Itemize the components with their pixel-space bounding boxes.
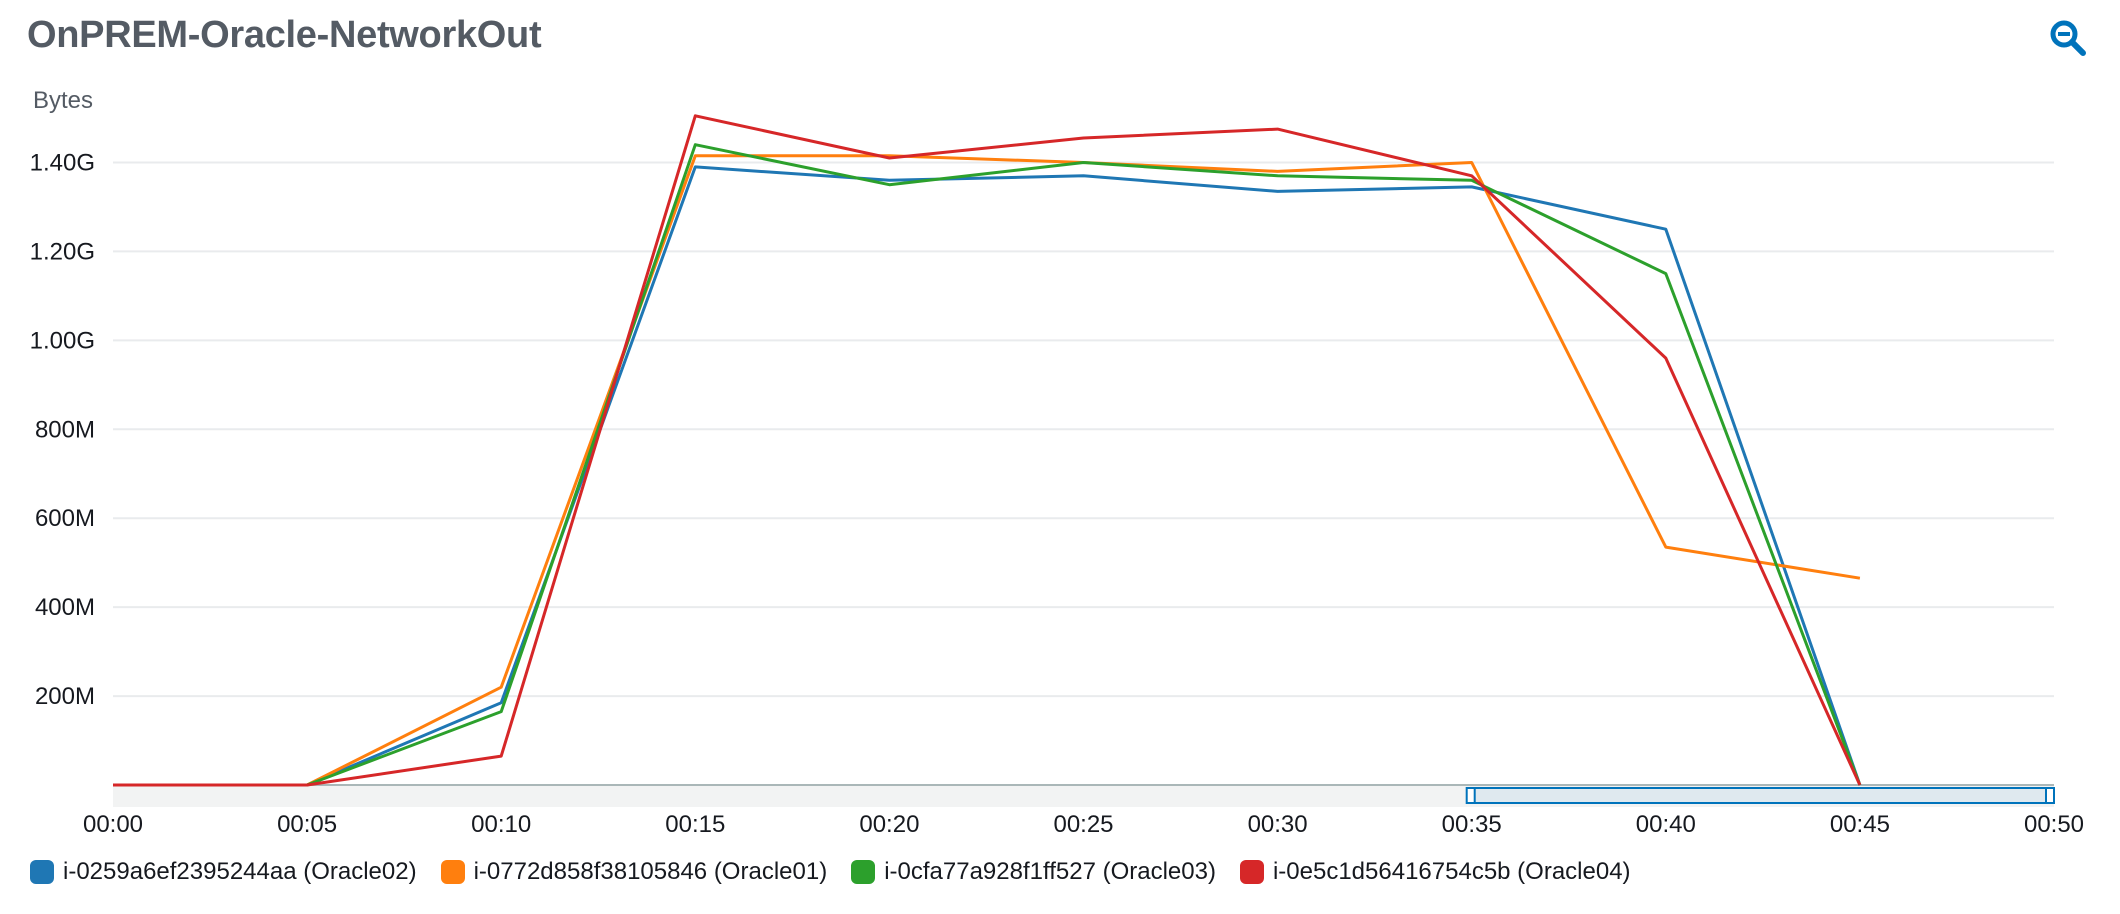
zoom-out-button[interactable] [2048,18,2088,58]
legend-item-4[interactable]: i-0e5c1d56416754c5b (Oracle04) [1239,858,1631,886]
x-tick-label: 00:05 [277,811,337,838]
series-line-3[interactable] [113,143,1862,787]
x-tick-label: 00:10 [471,811,531,838]
legend-swatch [851,860,876,884]
x-tick-label: 00:15 [665,811,725,838]
y-tick-label: 1.20G [30,238,95,265]
legend-label: i-0e5c1d56416754c5b (Oracle04) [1272,858,1631,885]
line-chart: Bytes 00:00 00:05 00:10 00:15 00:20 00:25 00:3… [30,87,2084,838]
x-tick-label: 00:30 [1248,811,1308,838]
x-tick-label: 00:35 [1442,811,1502,838]
legend-label: i-0772d858f38105846 (Oracle01) [473,858,828,885]
x-axis-band [113,785,2054,807]
y-tick-label: 200M [35,683,95,710]
x-tick-label: 00:50 [2024,811,2084,838]
legend-swatch [440,860,465,884]
y-tick-label: 600M [35,505,95,532]
legend-swatch [30,860,54,884]
legend-label: i-0cfa77a928f1ff527 (Oracle03) [884,858,1216,885]
legend-label: i-0259a6ef2395244aa (Oracle02) [63,858,417,885]
series-line-1[interactable] [113,165,1862,787]
legend-item-1[interactable]: i-0259a6ef2395244aa (Oracle02) [30,858,417,886]
zoom-out-magnifier-icon [2050,20,2086,56]
x-tick-label: 00:25 [1053,811,1113,838]
series-line-4[interactable] [113,114,1862,787]
series-line-2[interactable] [113,154,1861,787]
chart-legend: i-0259a6ef2395244aa (Oracle02) i-0772d858… [30,854,1655,890]
y-axis-title: Bytes [33,87,93,114]
legend-item-2[interactable]: i-0772d858f38105846 (Oracle01) [440,858,828,886]
widget-title: OnPREM-Oracle-NetworkOut [27,14,542,56]
y-tick-label: 1.00G [30,327,95,354]
legend-swatch [1239,860,1264,884]
x-tick-label: 00:00 [83,811,143,838]
y-tick-label: 1.40G [30,149,95,176]
y-tick-label: 800M [35,416,95,443]
legend-item-3[interactable]: i-0cfa77a928f1ff527 (Oracle03) [851,858,1216,886]
x-tick-label: 00:20 [859,811,919,838]
x-tick-label: 00:45 [1830,811,1890,838]
brush-handle-right[interactable] [2045,787,2055,804]
time-range-brush[interactable] [1466,787,2055,804]
brush-handle-left[interactable] [1465,787,1476,804]
y-tick-label: 400M [35,594,95,621]
x-tick-label: 00:40 [1636,811,1696,838]
